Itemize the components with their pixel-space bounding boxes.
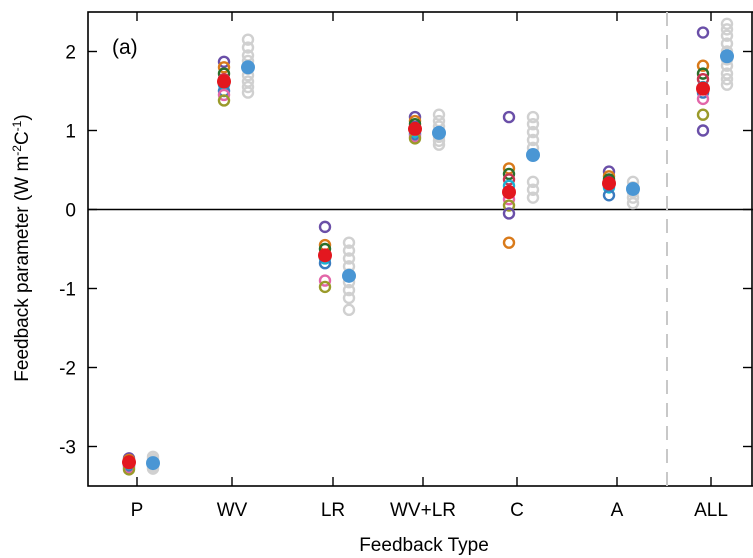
- y-tick-label: 1: [65, 122, 76, 143]
- y-axis-title-end: ): [12, 114, 33, 120]
- model-point: [698, 110, 708, 120]
- y-axis-title-sup1: -2: [10, 145, 24, 156]
- x-axis-title: Feedback Type: [359, 535, 489, 556]
- red-mean-point: [603, 177, 616, 190]
- y-axis-title-unit: C: [12, 131, 33, 145]
- y-tick-label: 2: [65, 43, 76, 64]
- plot-area: 2 1 0 -1 -2 -3 P WV LR WV+LR C A ALL: [59, 12, 753, 521]
- blue-mean-point: [527, 148, 540, 161]
- model-point: [698, 28, 708, 38]
- model-point: [504, 112, 514, 122]
- series-c: [503, 112, 540, 248]
- y-tick-label: -1: [59, 280, 76, 301]
- blue-mean-point: [721, 50, 734, 63]
- x-tick-label: C: [510, 500, 524, 521]
- x-tick-label: A: [611, 500, 624, 521]
- blue-mean-point: [343, 269, 356, 282]
- red-mean-point: [218, 75, 231, 88]
- x-tick-label: P: [131, 500, 144, 521]
- y-axis-title-main: Feedback parameter (W m: [12, 156, 33, 382]
- series-wv: [218, 35, 255, 106]
- y-tick-label: 0: [65, 201, 76, 222]
- red-mean-point: [409, 122, 422, 135]
- model-point: [320, 222, 330, 232]
- red-mean-point: [123, 456, 136, 469]
- series-all: [697, 19, 734, 136]
- blue-mean-point: [433, 126, 446, 139]
- blue-mean-point: [627, 182, 640, 195]
- grey-point: [344, 305, 354, 315]
- y-tick-label: -3: [59, 438, 76, 459]
- blue-mean-point: [147, 457, 160, 470]
- x-tick-label: LR: [321, 500, 345, 521]
- series-p: [123, 452, 160, 475]
- model-point: [504, 238, 514, 248]
- x-tick-label: WV+LR: [390, 500, 456, 521]
- y-axis-title-sup2: -1: [10, 120, 24, 131]
- x-tick-label: WV: [217, 500, 248, 521]
- red-mean-point: [697, 82, 710, 95]
- model-point: [698, 126, 708, 136]
- panel-label: (a): [112, 36, 138, 59]
- y-axis-title: Feedback parameter (W m-2C-1): [10, 114, 33, 381]
- plot-frame: [88, 12, 753, 486]
- series-lr: [319, 222, 356, 315]
- series-wv-lr: [409, 110, 446, 150]
- red-mean-point: [503, 186, 516, 199]
- blue-mean-point: [242, 61, 255, 74]
- model-point: [320, 282, 330, 292]
- red-mean-point: [319, 249, 332, 262]
- series-a: [603, 167, 640, 209]
- x-tick-label: ALL: [694, 500, 728, 521]
- y-tick-label: -2: [59, 359, 76, 380]
